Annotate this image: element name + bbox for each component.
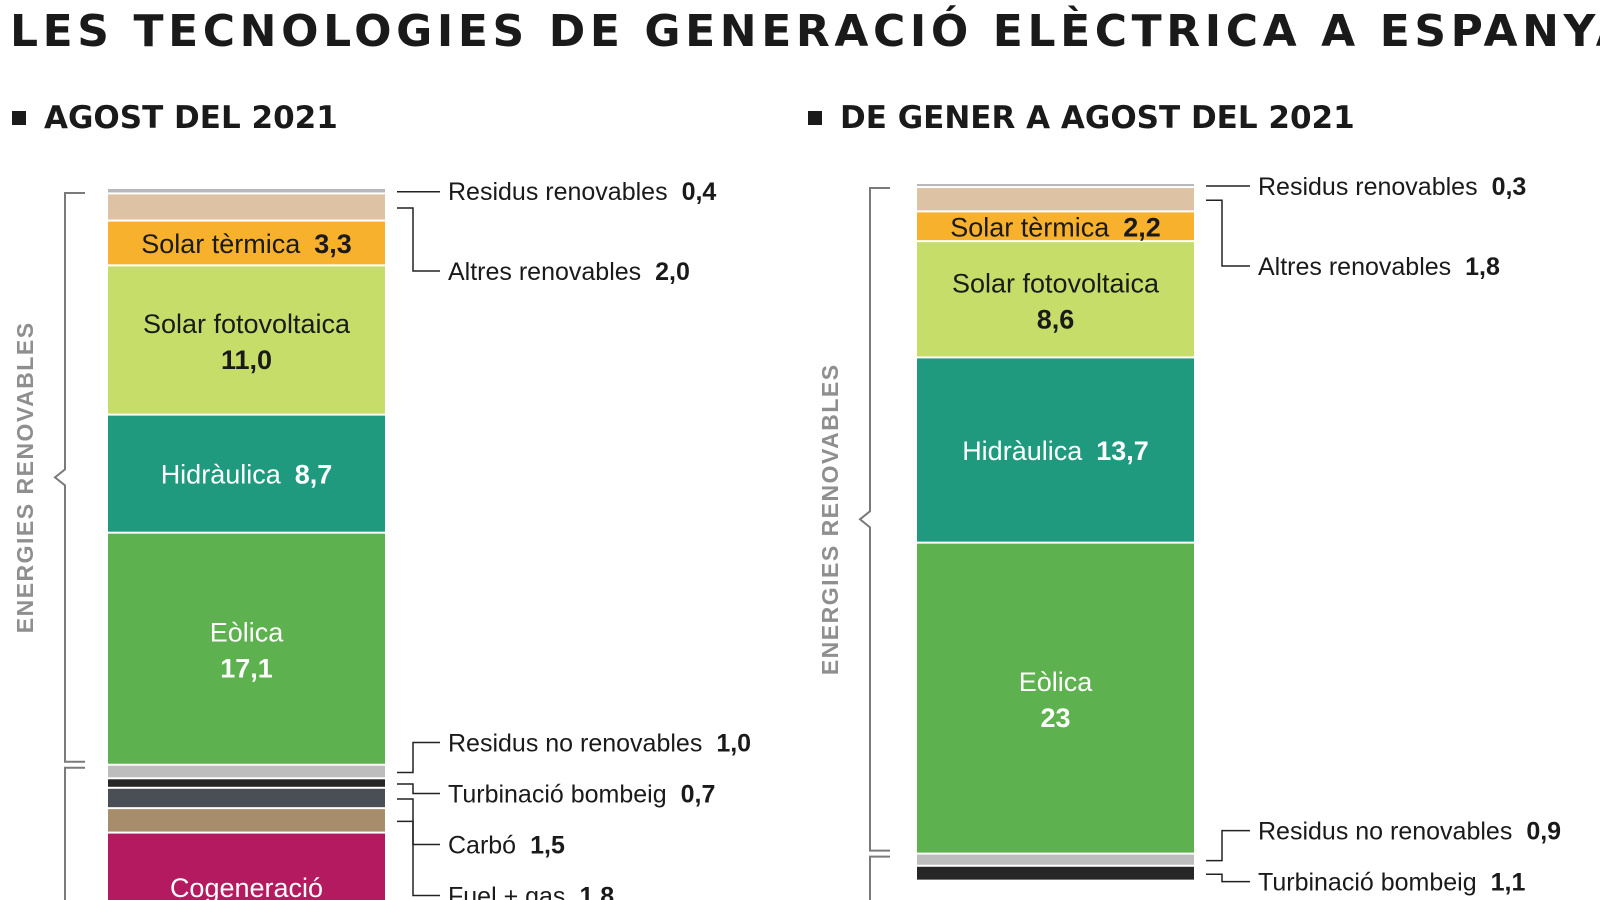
- bar-segment-residus-renovables: [108, 189, 385, 193]
- outside-label-altres-renovables: Altres renovables 1,8: [1258, 253, 1500, 281]
- bar-segment-cogeneracio: [108, 833, 385, 900]
- bar-segment-eolica: [917, 543, 1194, 853]
- group-label-renewables: ENERGIES RENOVABLES: [817, 363, 843, 675]
- leader-line: [397, 820, 440, 897]
- segment-value-eolica: 17,1: [220, 654, 273, 684]
- outside-label-altres-renovables: Altres renovables 2,0: [448, 258, 690, 286]
- segment-value-solar-fotovoltaica: 11,0: [221, 345, 272, 375]
- renewables-bracket: [858, 187, 890, 852]
- panel-title-text: AGOST DEL 2021: [44, 100, 338, 136]
- segment-label-hidraulica: Hidràulica 8,7: [161, 460, 333, 490]
- renewables-bracket: [53, 192, 85, 763]
- group-label-renewables: ENERGIES RENOVABLES: [12, 321, 38, 633]
- bar-segment-altres-renovables: [917, 188, 1194, 211]
- segment-label-eolica: Eòlica: [1019, 667, 1094, 697]
- bar-segment-hidraulica: [108, 415, 385, 532]
- page-title: LES TECNOLOGIES DE GENERACIÓ ELÈCTRICA A…: [10, 6, 1600, 57]
- bar-segment-turbinacio-bombeig: [108, 779, 385, 787]
- outside-label-residus-no-renovables: Residus no renovables 0,9: [1258, 818, 1561, 846]
- segment-label-solar-termica: Solar tèrmica 3,3: [141, 229, 352, 259]
- bar-segment-solar-termica: [108, 221, 385, 265]
- segment-label-eolica: Eòlica: [210, 618, 285, 648]
- leader-line: [1206, 199, 1250, 267]
- non-renewables-bracket: [64, 766, 85, 900]
- bar-segment-carbo: [108, 788, 385, 808]
- leader-line: [1206, 829, 1250, 862]
- leader-line: [397, 741, 440, 774]
- leader-line: [397, 207, 440, 272]
- bar-segment-altres-renovables: [108, 194, 385, 220]
- panel-title-text: DE GENER A AGOST DEL 2021: [840, 100, 1355, 136]
- outside-label-turbinacio-bombeig: Turbinació bombeig 0,7: [448, 781, 715, 809]
- outside-label-residus-renovables: Residus renovables 0,3: [1258, 173, 1526, 201]
- outside-label-residus-no-renovables: Residus no renovables 1,0: [448, 730, 751, 758]
- outside-label-turbinacio-bombeig: Turbinació bombeig 1,1: [1258, 869, 1525, 897]
- segment-label-cogeneracio: Cogeneració: [170, 873, 323, 900]
- bar-segment-residus-renovables: [917, 184, 1194, 187]
- bar-segment-solar-fotovoltaica: [917, 242, 1194, 357]
- bar-segment-eolica: [108, 533, 385, 764]
- non-renewables-bracket: [869, 855, 890, 900]
- square-bullet-icon: [12, 111, 26, 125]
- chart-panel-2: Solar tèrmica 2,2 Solar fotovoltaica 8,6 Hid…: [817, 173, 1561, 900]
- leader-line: [1206, 873, 1250, 883]
- segment-label-solar-termica: Solar tèrmica 2,2: [950, 212, 1161, 242]
- segment-label-solar-fotovoltaica: Solar fotovoltaica: [143, 309, 351, 339]
- outside-label-carbo: Carbó 1,5: [448, 832, 565, 860]
- segment-label-hidraulica: Hidràulica 13,7: [962, 436, 1149, 466]
- panel-title-jan-aug: DE GENER A AGOST DEL 2021: [808, 96, 1355, 140]
- panel-title-august: AGOST DEL 2021: [12, 96, 338, 140]
- bar-segment-solar-fotovoltaica: [108, 266, 385, 414]
- bar-segment-fuel-gas: [108, 809, 385, 832]
- bar-segment-solar-termica: [917, 212, 1194, 241]
- segment-label-solar-fotovoltaica: Solar fotovoltaica: [952, 268, 1160, 298]
- bar-segment-residus-no-renovables: [108, 765, 385, 778]
- segment-value-eolica: 23: [1040, 703, 1070, 733]
- segment-value-solar-fotovoltaica: 8,6: [1037, 304, 1075, 334]
- outside-label-residus-renovables: Residus renovables 0,4: [448, 178, 716, 206]
- chart-panel-1: Solar tèrmica 3,3 Solar fotovoltaica 11,0 Hi…: [12, 178, 751, 900]
- outside-label-fuel-gas: Fuel + gas 1,8: [448, 883, 614, 900]
- square-bullet-icon: [808, 111, 822, 125]
- bar-segment-hidraulica: [917, 358, 1194, 542]
- bar-segment-turbinacio-bombeig: [917, 866, 1194, 880]
- bar-segment-residus-no-renovables: [917, 854, 1194, 865]
- leader-line: [397, 783, 440, 795]
